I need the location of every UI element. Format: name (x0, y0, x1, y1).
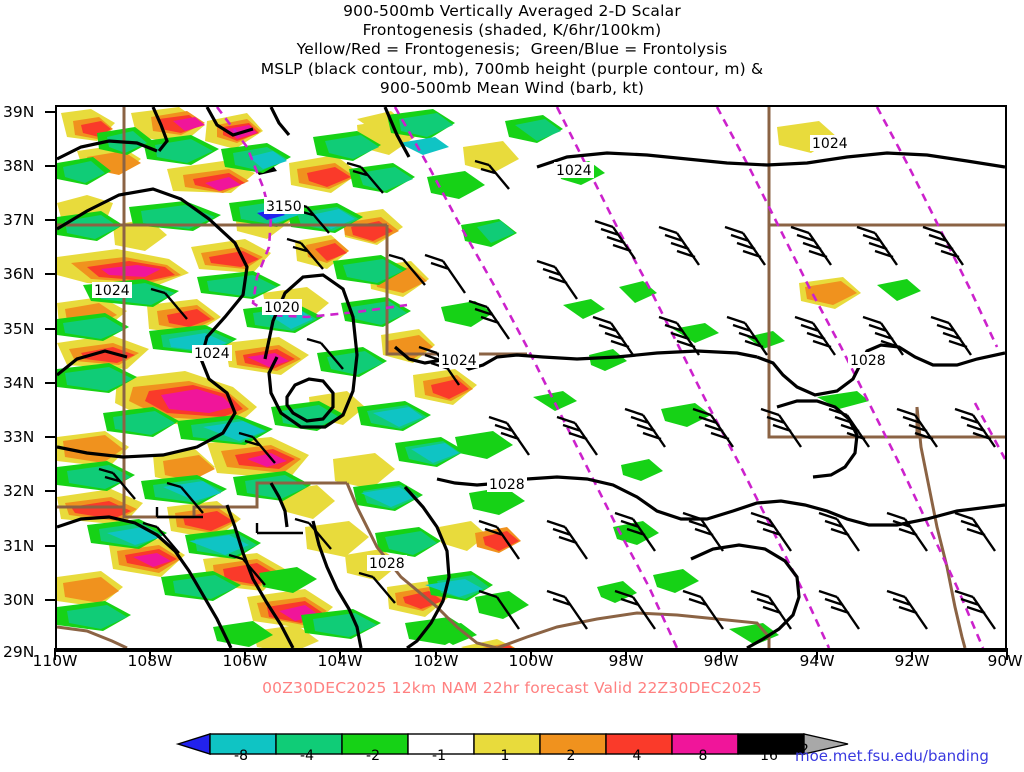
svg-text:1028: 1028 (850, 353, 886, 369)
y-tick-31n: 31N (3, 537, 35, 555)
svg-text:1028: 1028 (489, 477, 525, 493)
cbar-tick--2: -2 (366, 748, 380, 764)
y-tick-33n: 33N (3, 428, 35, 446)
title-line-4: MSLP (black contour, mb), 700mb height (… (260, 59, 764, 78)
svg-text:1024: 1024 (194, 346, 230, 362)
svg-text:1024: 1024 (94, 283, 130, 299)
svg-text:1020: 1020 (264, 300, 300, 316)
cbar-tick-32: 32 (791, 742, 809, 758)
map-canvas: 1024 3150 1020 1024 1024 1024 1024 1028 … (57, 107, 1005, 648)
y-tick-30n: 30N (3, 591, 35, 609)
y-tick-34n: 34N (3, 374, 35, 392)
cbar-tick--8: -8 (234, 748, 248, 764)
x-tick-104w: 104W (317, 652, 363, 670)
y-tick-38n: 38N (3, 157, 35, 175)
cbar-tick--1: -1 (432, 748, 446, 764)
svg-text:1028: 1028 (369, 556, 405, 572)
x-tick-100w: 100W (508, 652, 554, 670)
colorbar-swatches (209, 733, 805, 755)
y-tick-39n: 39N (3, 103, 35, 121)
map-plot-area[interactable]: 1024 3150 1020 1024 1024 1024 1024 1028 … (55, 105, 1007, 650)
x-tick-106w: 106W (222, 652, 268, 670)
y-tick-32n: 32N (3, 482, 35, 500)
colorbar-high-arrow (803, 733, 849, 755)
x-tick-90w: 90W (987, 652, 1023, 670)
y-tick-37n: 37N (3, 211, 35, 229)
colorbar: -8 -4 -2 -1 1 2 4 8 16 32 (0, 726, 1024, 768)
title-line-1: 900-500mb Vertically Averaged 2-D Scalar (343, 2, 681, 20)
chart-title-block: 900-500mb Vertically Averaged 2-D Scalar… (0, 0, 1024, 98)
title-line-3: Yellow/Red = Frontogenesis; Green/Blue =… (296, 40, 728, 59)
cbar-tick-8: 8 (698, 748, 708, 764)
forecast-caption: 00Z30DEC2025 12km NAM 22hr forecast Vali… (262, 679, 762, 697)
state-borders (57, 107, 1005, 648)
x-tick-98w: 98W (608, 652, 644, 670)
svg-text:1024: 1024 (441, 353, 477, 369)
svg-text:3150: 3150 (266, 199, 302, 215)
svg-text:1024: 1024 (556, 163, 592, 179)
cbar-tick--4: -4 (300, 748, 314, 764)
colorbar-low-arrow (175, 733, 211, 755)
site-watermark[interactable]: moe.met.fsu.edu/banding (795, 747, 989, 765)
contour-label-group: 1024 3150 1020 1024 1024 1024 1024 1028 … (92, 135, 888, 572)
x-tick-92w: 92W (894, 652, 930, 670)
title-line-2: Frontogenesis (shaded, K/6hr/100km) (362, 21, 662, 40)
cbar-tick-2: 2 (566, 748, 576, 764)
svg-text:1024: 1024 (812, 136, 848, 152)
x-tick-96w: 96W (703, 652, 739, 670)
title-line-5: 900-500mb Mean Wind (barb, kt) (379, 78, 645, 97)
cbar-tick-4: 4 (632, 748, 642, 764)
y-tick-36n: 36N (3, 265, 35, 283)
y-tick-29n: 29N (3, 643, 35, 661)
cbar-tick-16: 16 (760, 748, 778, 764)
x-tick-110w: 110W (32, 652, 78, 670)
x-tick-94w: 94W (799, 652, 835, 670)
y-tick-35n: 35N (3, 320, 35, 338)
cbar-tick-1: 1 (500, 748, 510, 764)
colorbar-svg (175, 733, 849, 755)
wind-barbs (98, 159, 996, 630)
x-tick-102w: 102W (413, 652, 459, 670)
x-tick-108w: 108W (127, 652, 173, 670)
height700-contours (215, 107, 1005, 648)
